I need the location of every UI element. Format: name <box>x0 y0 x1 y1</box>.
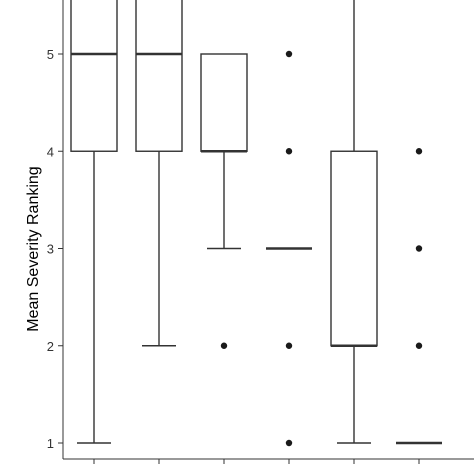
outlier-point <box>220 342 228 349</box>
y-tick-label: 2 <box>47 339 54 354</box>
y-tick-label: 5 <box>47 47 54 62</box>
box-body <box>330 150 378 347</box>
outlier-point <box>285 439 293 447</box>
y-tick-label: 3 <box>47 242 54 257</box>
outlier-point <box>415 148 423 155</box>
outlier-point <box>285 148 293 155</box>
box-body <box>70 0 118 152</box>
box-body <box>135 0 183 152</box>
y-axis-title: Mean Severity Ranking <box>25 166 42 331</box>
box-body <box>200 53 248 152</box>
y-tick-label: 4 <box>47 144 54 159</box>
outlier-point <box>415 342 423 349</box>
y-tick-label: 1 <box>47 436 54 451</box>
outlier-point <box>285 342 293 349</box>
outlier-point <box>415 245 423 252</box>
outlier-point <box>285 50 293 58</box>
plot-area: 1 2 3 4 5 <box>47 0 474 464</box>
